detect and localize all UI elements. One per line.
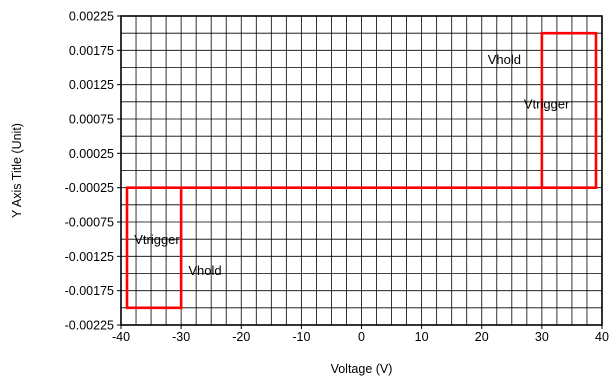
x-tick-label: -10: [292, 330, 310, 344]
annotations: Vhold Vtrigger Vtrigger Vhold: [134, 52, 570, 278]
x-tick-label: 10: [415, 330, 429, 344]
y-tick-label: -0.00075: [65, 216, 114, 230]
annotation-label: Vtrigger: [524, 97, 570, 112]
series-layer: [125, 31, 598, 310]
y-axis: 0.00225 0.00175 0.00125 0.00075 0.00025 -0.00…: [65, 10, 121, 333]
x-axis-title: Voltage (V): [331, 362, 393, 376]
y-tick-label: 0.00175: [69, 44, 114, 58]
y-tick-label: 0.00125: [69, 78, 114, 92]
y-tick-label: -0.00225: [65, 319, 114, 333]
annotation-label: Vhold: [188, 263, 221, 278]
y-axis-title: Y Axis Title (Unit): [10, 123, 24, 218]
x-tick-label: 20: [475, 330, 489, 344]
y-tick-label: 0.00075: [69, 113, 114, 127]
x-axis: -40 -30 -20 -10 0 10 20 30 40: [112, 325, 609, 344]
series-line-0: [125, 31, 598, 310]
annotation-label: Vtrigger: [134, 232, 180, 247]
y-tick-label: -0.00175: [65, 284, 114, 298]
x-tick-label: 30: [535, 330, 549, 344]
y-tick-label: -0.00125: [65, 250, 114, 264]
x-tick-label: -40: [112, 330, 130, 344]
x-tick-label: -20: [232, 330, 250, 344]
x-tick-label: 0: [358, 330, 365, 344]
y-tick-label: -0.00025: [65, 181, 114, 195]
y-tick-label: 0.00025: [69, 147, 114, 161]
annotation-label: Vhold: [488, 52, 521, 67]
y-tick-label: 0.00225: [69, 10, 114, 24]
x-tick-label: 40: [595, 330, 609, 344]
grid: [121, 16, 602, 325]
x-tick-label: -30: [172, 330, 190, 344]
